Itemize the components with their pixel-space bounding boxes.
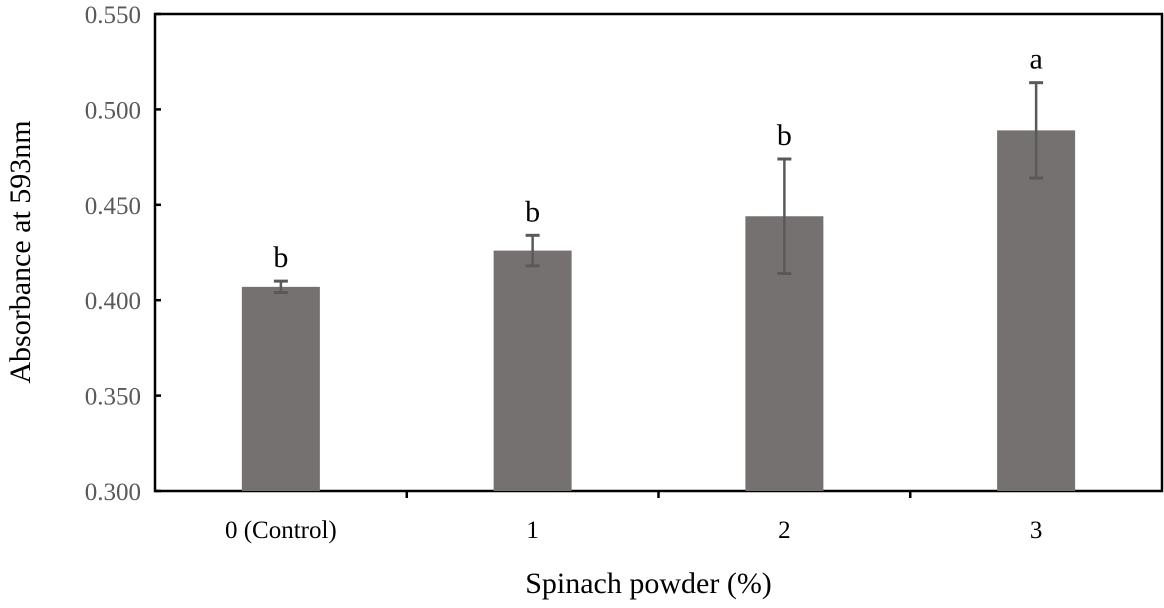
- y-tick-label: 0.400: [85, 288, 141, 315]
- significance-letter: b: [525, 195, 540, 228]
- x-tick-label: 3: [1030, 517, 1043, 544]
- bar: [241, 286, 320, 491]
- y-tick-label: 0.450: [85, 193, 141, 220]
- significance-letter: b: [777, 119, 792, 152]
- bar: [493, 250, 572, 491]
- bar: [997, 130, 1076, 491]
- y-axis-label: Absorbance at 593nm: [4, 120, 37, 383]
- x-axis-label: Spinach powder (%): [525, 567, 772, 600]
- significance-letter: a: [1029, 43, 1042, 76]
- significance-letter: b: [273, 241, 288, 274]
- y-tick-label: 0.350: [85, 384, 141, 411]
- x-tick-label: 2: [778, 517, 791, 544]
- y-tick-label: 0.300: [85, 479, 141, 506]
- y-tick-label: 0.500: [85, 97, 141, 124]
- x-tick-label: 1: [526, 517, 539, 544]
- y-tick-label: 0.550: [85, 2, 141, 29]
- x-tick-label: 0 (Control): [225, 517, 337, 544]
